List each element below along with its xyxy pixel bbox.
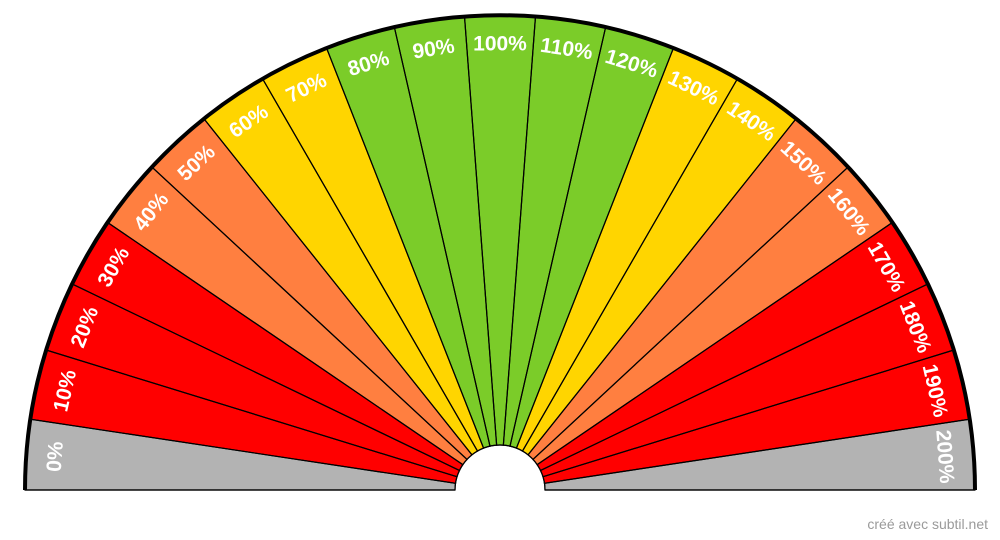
- segment-label: 100%: [473, 33, 527, 56]
- segment-label: 200%: [931, 429, 958, 485]
- segment-label: 0%: [43, 440, 68, 472]
- credit-text: créé avec subtil.net: [867, 516, 988, 532]
- gauge-svg: 0%10%20%30%40%50%60%70%80%90%100%110%120…: [0, 0, 1000, 540]
- segments: [25, 15, 975, 490]
- gauge-chart: 0%10%20%30%40%50%60%70%80%90%100%110%120…: [0, 0, 1000, 540]
